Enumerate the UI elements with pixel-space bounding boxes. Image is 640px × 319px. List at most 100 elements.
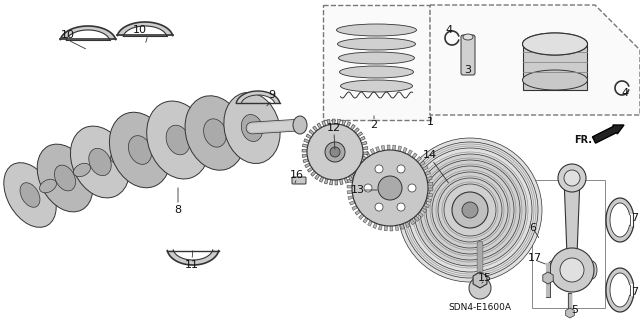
Polygon shape	[381, 145, 385, 151]
Polygon shape	[236, 91, 280, 103]
Circle shape	[397, 203, 405, 211]
Polygon shape	[346, 122, 351, 127]
Circle shape	[420, 160, 520, 260]
Polygon shape	[427, 176, 432, 180]
Polygon shape	[362, 157, 367, 160]
Text: 14: 14	[423, 150, 437, 160]
Circle shape	[364, 184, 372, 192]
FancyBboxPatch shape	[323, 5, 430, 120]
Polygon shape	[384, 226, 387, 231]
Polygon shape	[362, 141, 367, 145]
Text: 1: 1	[426, 117, 433, 127]
Ellipse shape	[74, 163, 90, 177]
Polygon shape	[304, 139, 309, 143]
Polygon shape	[387, 145, 390, 150]
Ellipse shape	[204, 119, 227, 147]
Ellipse shape	[223, 123, 243, 137]
Polygon shape	[340, 179, 343, 185]
Circle shape	[330, 147, 340, 157]
Polygon shape	[353, 163, 359, 168]
Polygon shape	[354, 128, 359, 133]
Text: 2: 2	[371, 120, 378, 130]
Circle shape	[408, 148, 532, 272]
Polygon shape	[60, 26, 116, 40]
Circle shape	[408, 184, 416, 192]
Text: FR.: FR.	[574, 135, 592, 145]
Circle shape	[307, 124, 363, 180]
Polygon shape	[373, 223, 377, 228]
Polygon shape	[302, 154, 307, 158]
Circle shape	[397, 165, 405, 173]
Polygon shape	[311, 171, 316, 176]
Polygon shape	[348, 179, 353, 183]
Polygon shape	[395, 225, 399, 231]
Polygon shape	[408, 150, 412, 156]
Polygon shape	[335, 180, 338, 185]
Polygon shape	[302, 149, 307, 152]
Polygon shape	[356, 159, 362, 164]
FancyArrow shape	[593, 125, 624, 143]
Ellipse shape	[20, 183, 40, 207]
Circle shape	[352, 150, 428, 226]
Polygon shape	[425, 171, 431, 175]
Ellipse shape	[339, 66, 413, 78]
Circle shape	[398, 138, 542, 282]
Ellipse shape	[522, 70, 588, 90]
Polygon shape	[410, 219, 415, 225]
Ellipse shape	[147, 101, 209, 179]
Polygon shape	[416, 157, 421, 162]
Ellipse shape	[109, 112, 171, 188]
Circle shape	[438, 178, 502, 242]
Polygon shape	[303, 144, 308, 147]
Text: 13: 13	[351, 185, 365, 195]
Polygon shape	[349, 174, 354, 178]
Text: 7: 7	[632, 287, 639, 297]
Text: 15: 15	[478, 273, 492, 283]
Text: 12: 12	[327, 123, 341, 133]
Ellipse shape	[522, 33, 588, 55]
Circle shape	[426, 166, 514, 254]
Polygon shape	[421, 208, 427, 213]
Ellipse shape	[337, 38, 415, 50]
Circle shape	[550, 248, 594, 292]
Polygon shape	[352, 205, 358, 210]
Circle shape	[444, 184, 496, 236]
Polygon shape	[606, 268, 634, 312]
Polygon shape	[428, 188, 433, 191]
Ellipse shape	[166, 125, 190, 155]
Ellipse shape	[4, 163, 56, 227]
Polygon shape	[523, 44, 587, 90]
Polygon shape	[337, 119, 340, 124]
Polygon shape	[365, 151, 371, 157]
Polygon shape	[363, 146, 368, 150]
Polygon shape	[315, 174, 320, 180]
Polygon shape	[606, 198, 634, 242]
Polygon shape	[363, 218, 368, 223]
Polygon shape	[397, 146, 402, 152]
Polygon shape	[357, 132, 363, 137]
Polygon shape	[350, 124, 355, 130]
Ellipse shape	[522, 33, 588, 55]
Polygon shape	[360, 136, 365, 141]
Polygon shape	[554, 178, 590, 270]
Polygon shape	[327, 119, 330, 125]
Circle shape	[469, 277, 491, 299]
Circle shape	[375, 203, 383, 211]
Polygon shape	[405, 222, 410, 227]
Polygon shape	[307, 167, 313, 172]
Polygon shape	[430, 5, 640, 115]
Circle shape	[414, 154, 526, 266]
Polygon shape	[309, 130, 314, 135]
Text: 8: 8	[175, 205, 182, 215]
Polygon shape	[370, 149, 375, 154]
Polygon shape	[358, 165, 364, 170]
FancyBboxPatch shape	[461, 35, 475, 75]
Polygon shape	[117, 22, 173, 36]
Circle shape	[402, 142, 538, 278]
FancyBboxPatch shape	[292, 177, 306, 184]
Text: 7: 7	[632, 213, 639, 223]
Text: 10: 10	[61, 30, 75, 40]
Ellipse shape	[70, 126, 129, 198]
Text: 16: 16	[290, 170, 304, 180]
Text: 9: 9	[268, 90, 276, 100]
